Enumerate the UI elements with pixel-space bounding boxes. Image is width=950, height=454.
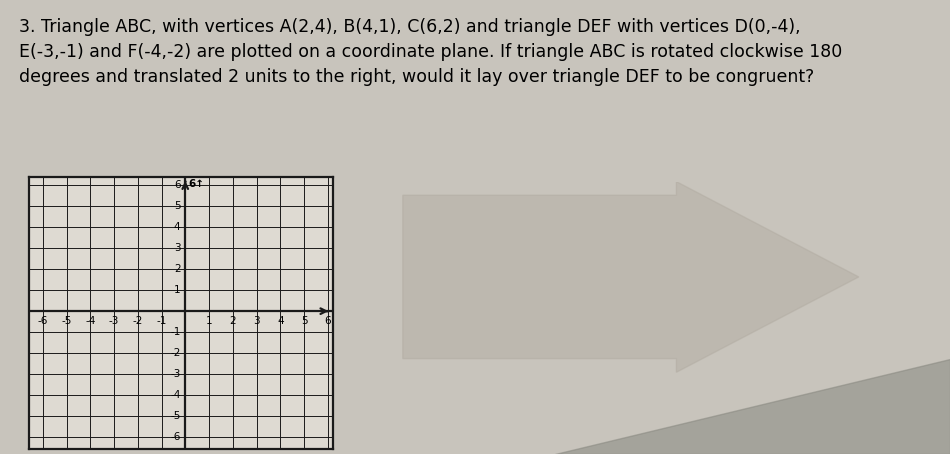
Text: 5: 5	[174, 202, 180, 212]
Text: -4: -4	[86, 316, 95, 326]
Text: 1: 1	[174, 285, 180, 295]
Text: 6↑: 6↑	[189, 179, 205, 189]
Text: -6: -6	[38, 316, 48, 326]
Text: 5: 5	[301, 316, 307, 326]
Text: -5: -5	[170, 411, 180, 421]
Text: 2: 2	[174, 264, 180, 274]
Text: -4: -4	[170, 390, 180, 400]
Text: -1: -1	[170, 327, 180, 337]
Text: 2: 2	[230, 316, 236, 326]
Text: -3: -3	[170, 369, 180, 379]
Text: -5: -5	[62, 316, 71, 326]
Text: 3. Triangle ABC, with vertices A(2,4), B(4,1), C(6,2) and triangle DEF with vert: 3. Triangle ABC, with vertices A(2,4), B…	[19, 18, 842, 86]
Text: 4: 4	[277, 316, 283, 326]
Text: -6: -6	[170, 432, 180, 442]
Polygon shape	[403, 182, 859, 372]
Text: 4: 4	[174, 222, 180, 232]
Text: -2: -2	[170, 348, 180, 358]
Text: 6: 6	[325, 316, 331, 326]
Text: 1: 1	[206, 316, 212, 326]
Text: 3: 3	[174, 243, 180, 253]
Text: -2: -2	[133, 316, 142, 326]
Text: -1: -1	[157, 316, 166, 326]
Text: 3: 3	[254, 316, 259, 326]
Text: 6: 6	[174, 180, 180, 190]
Polygon shape	[555, 359, 950, 454]
Text: -3: -3	[109, 316, 119, 326]
